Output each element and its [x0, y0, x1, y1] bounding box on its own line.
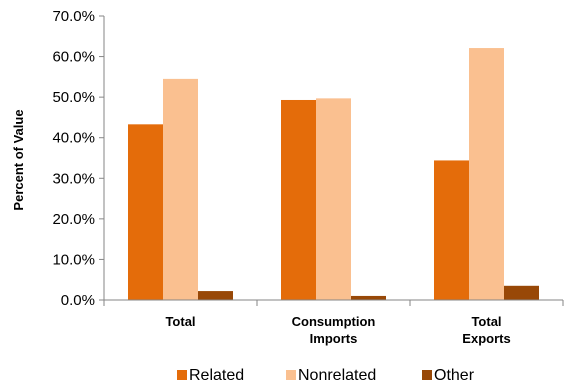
legend-swatch	[177, 370, 187, 380]
legend: Related Nonrelated Other	[177, 367, 475, 384]
legend-swatch	[286, 370, 296, 380]
bar-nonrelated	[163, 78, 198, 300]
y-tick-label: 10.0%	[52, 251, 95, 268]
legend-swatch	[422, 370, 432, 380]
y-axis: 0.0% 10.0% 20.0% 30.0% 40.0% 50.0% 60.0% 70.0%	[52, 8, 105, 309]
bar-nonrelated	[316, 98, 351, 300]
bar-related	[434, 160, 469, 300]
bar-other	[351, 295, 386, 300]
category-label: Exports	[462, 331, 510, 346]
category-label: Total	[165, 314, 195, 329]
y-tick-label: 70.0%	[52, 8, 95, 25]
bar-related	[128, 124, 163, 300]
category-label: Imports	[310, 331, 358, 346]
y-tick-label: 0.0%	[61, 292, 95, 309]
legend-label: Other	[434, 367, 475, 384]
y-axis-label: Percent of Value	[11, 109, 26, 210]
y-tick-label: 50.0%	[52, 89, 95, 106]
bar-other	[198, 291, 233, 300]
category-label: Total	[471, 314, 501, 329]
legend-label: Related	[189, 367, 244, 384]
y-tick-label: 60.0%	[52, 49, 95, 66]
category-label: Consumption	[292, 314, 376, 329]
bars	[128, 48, 539, 301]
bar-related	[281, 99, 316, 301]
y-tick-label: 40.0%	[52, 130, 95, 147]
y-tick-label: 20.0%	[52, 211, 95, 228]
legend-label: Nonrelated	[298, 367, 376, 384]
x-axis: Total Consumption Imports Total Exports	[103, 299, 564, 346]
bar-nonrelated	[469, 48, 504, 301]
y-tick-label: 30.0%	[52, 170, 95, 187]
bar-other	[504, 285, 539, 300]
